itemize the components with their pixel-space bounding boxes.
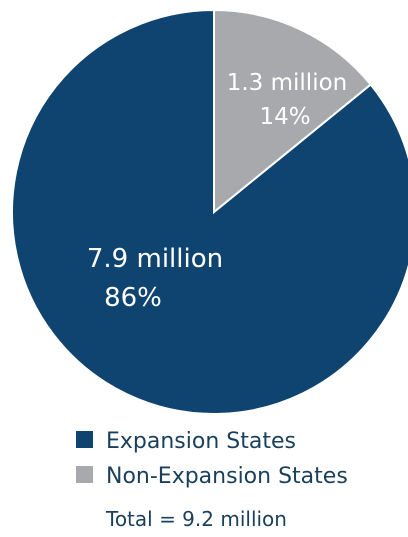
slice-percent-label-expansion: 86%: [104, 283, 162, 313]
legend-swatch-non-expansion: [76, 466, 93, 483]
slice-value-label-non-expansion: 1.3 million: [227, 70, 348, 96]
total-label: Total = 9.2 million: [105, 507, 287, 531]
slice-value-label-expansion: 7.9 million: [87, 244, 223, 274]
slice-percent-label-non-expansion: 14%: [259, 104, 310, 130]
pie-data-labels: 7.9 million 86% 1.3 million 14%: [87, 70, 347, 313]
legend: Expansion States Non-Expansion States: [76, 429, 348, 489]
slice-expansion-states: [10, 8, 408, 415]
slice-non-expansion-states: [213, 8, 373, 215]
legend-label-expansion: Expansion States: [106, 429, 296, 454]
legend-label-non-expansion: Non-Expansion States: [106, 464, 348, 489]
pie-slices: [10, 8, 408, 415]
legend-swatch-expansion: [76, 431, 93, 448]
